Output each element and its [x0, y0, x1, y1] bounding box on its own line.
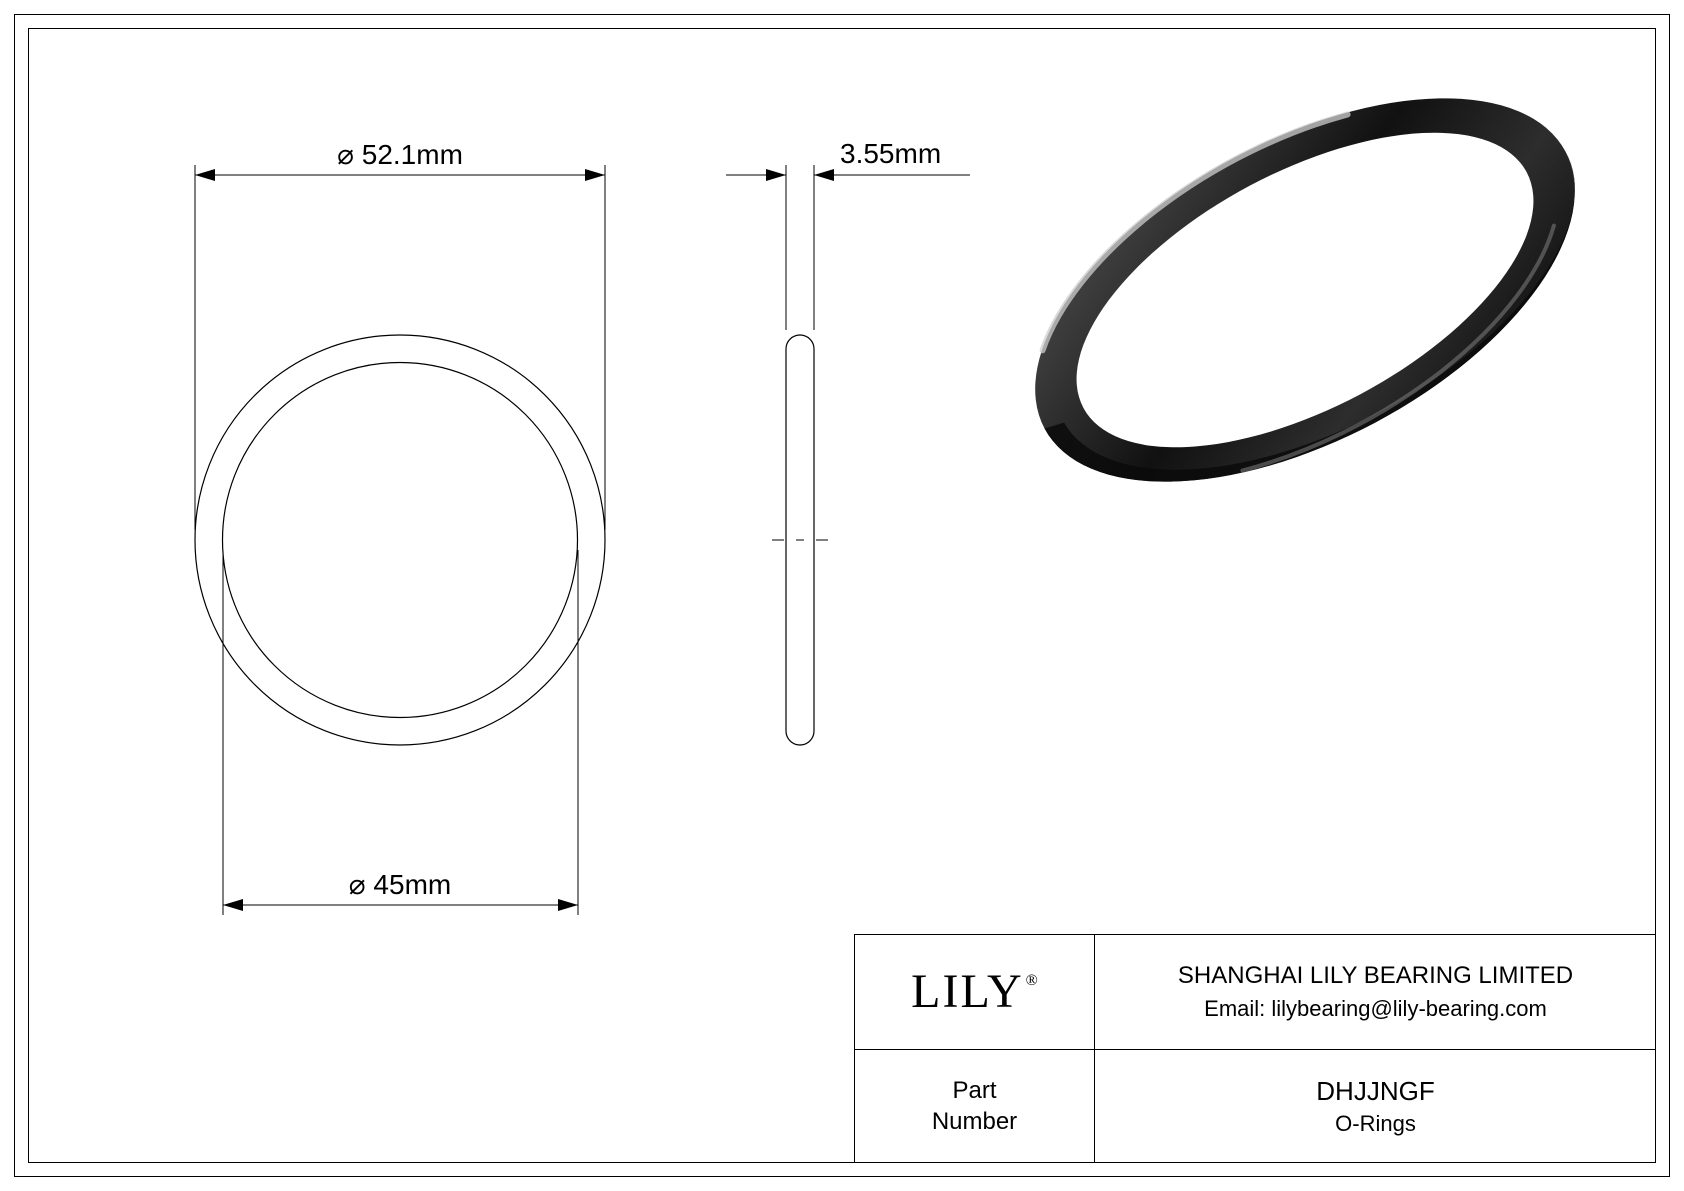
- part-number-label-1: Part: [952, 1075, 996, 1106]
- title-block: LILY® SHANGHAI LILY BEARING LIMITED Emai…: [854, 934, 1656, 1163]
- title-block-row-1: LILY® SHANGHAI LILY BEARING LIMITED Emai…: [855, 935, 1656, 1050]
- company-info-cell: SHANGHAI LILY BEARING LIMITED Email: lil…: [1095, 935, 1656, 1049]
- part-number-value-cell: DHJJNGF O-Rings: [1095, 1050, 1656, 1164]
- title-block-row-2: Part Number DHJJNGF O-Rings: [855, 1050, 1656, 1164]
- part-number-label-2: Number: [932, 1106, 1017, 1137]
- page: ⌀ 52.1mm ⌀ 45mm 3.55mm: [0, 0, 1684, 1191]
- company-name: SHANGHAI LILY BEARING LIMITED: [1178, 962, 1573, 990]
- logo-name: LILY: [911, 965, 1023, 1018]
- registered-mark: ®: [1026, 972, 1040, 989]
- part-number-value: DHJJNGF: [1316, 1076, 1434, 1107]
- part-number-label-cell: Part Number: [855, 1050, 1095, 1164]
- logo-cell: LILY®: [855, 935, 1095, 1049]
- company-email: Email: lilybearing@lily-bearing.com: [1204, 996, 1547, 1022]
- part-description: O-Rings: [1335, 1111, 1416, 1137]
- logo-text: LILY®: [911, 964, 1038, 1019]
